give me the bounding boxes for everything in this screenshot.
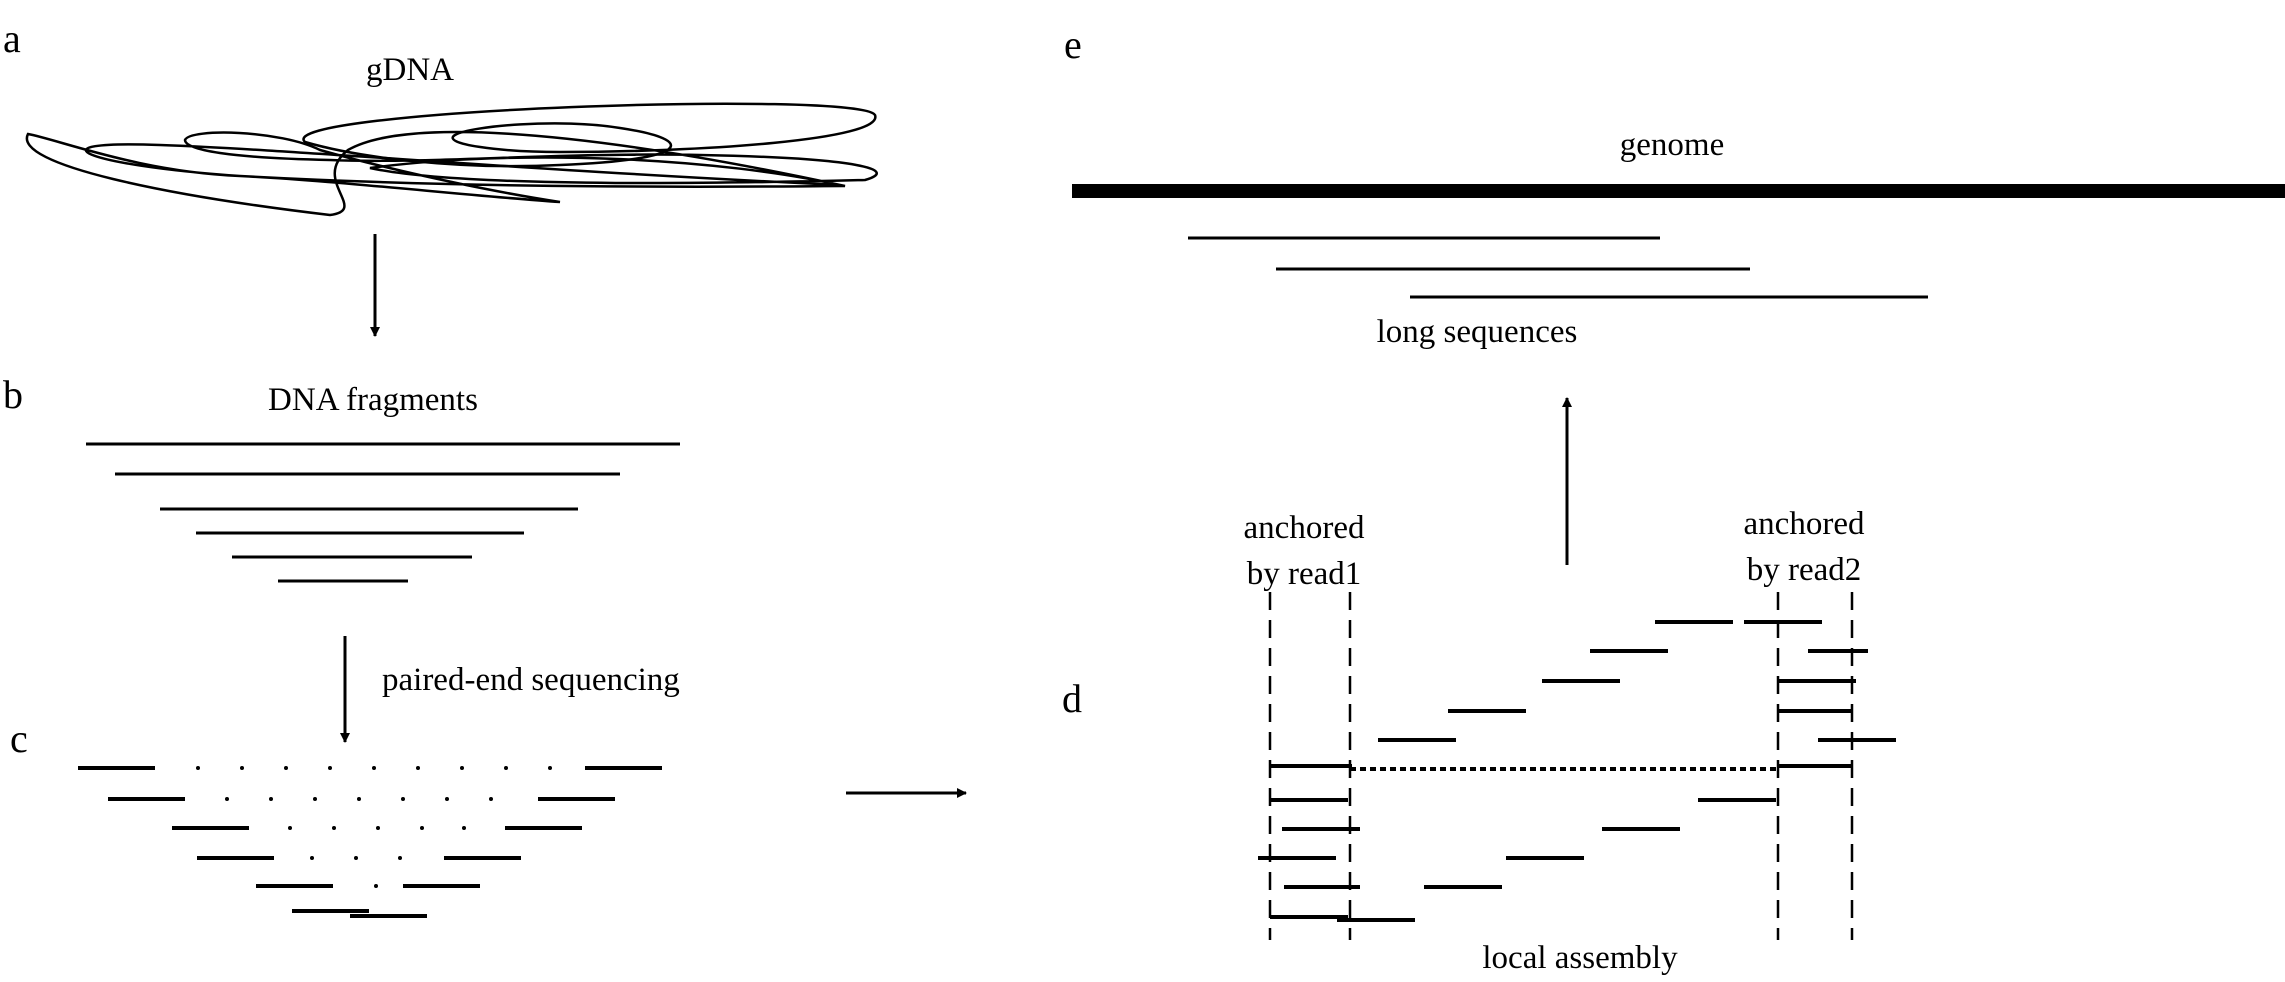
pair-dot [548, 766, 552, 770]
dna-fragments [86, 444, 680, 581]
long-sequences [1188, 238, 1928, 297]
anchored-read2-label-line1: anchored [1744, 506, 1865, 542]
pair-dot [460, 766, 464, 770]
pair-dot [420, 826, 424, 830]
long-sequences-label: long sequences [1377, 314, 1578, 350]
dna-fragments-label: DNA fragments [268, 382, 478, 418]
pair-dot [401, 797, 405, 801]
local-assembly-label: local assembly [1482, 940, 1678, 976]
pair-dot [328, 766, 332, 770]
pair-dot [504, 766, 508, 770]
pair-dot [489, 797, 493, 801]
anchored-read2-label-line2: by read2 [1747, 552, 1862, 588]
paired-end-reads [78, 768, 662, 916]
pair-dot [354, 856, 358, 860]
panel-label-e: e [1064, 22, 1082, 67]
pair-dot [398, 856, 402, 860]
pair-dot [240, 766, 244, 770]
pair-dot [332, 826, 336, 830]
anchored-read1-label-line2: by read1 [1247, 556, 1362, 592]
panel-label-d: d [1062, 676, 1082, 721]
paired-end-sequencing-label: paired-end sequencing [382, 662, 680, 698]
pair-dot [284, 766, 288, 770]
pair-dot [445, 797, 449, 801]
pair-dot [416, 766, 420, 770]
read-pair-dots [196, 766, 552, 888]
pair-dot [374, 884, 378, 888]
genome-label: genome [1620, 127, 1724, 163]
gdna-label: gDNA [366, 52, 454, 88]
pair-dot [372, 766, 376, 770]
panel-label-a: a [3, 16, 21, 61]
pair-dot [313, 797, 317, 801]
gdna-tangle [27, 104, 877, 215]
pair-dot [462, 826, 466, 830]
pair-dot [376, 826, 380, 830]
pair-dot [225, 797, 229, 801]
anchored-read1-label-line1: anchored [1244, 510, 1365, 546]
pair-dot [269, 797, 273, 801]
pair-dot [196, 766, 200, 770]
panel-label-c: c [10, 716, 28, 761]
pair-dot [288, 826, 292, 830]
pair-dot [310, 856, 314, 860]
pair-dot [357, 797, 361, 801]
panel-label-b: b [3, 372, 23, 417]
